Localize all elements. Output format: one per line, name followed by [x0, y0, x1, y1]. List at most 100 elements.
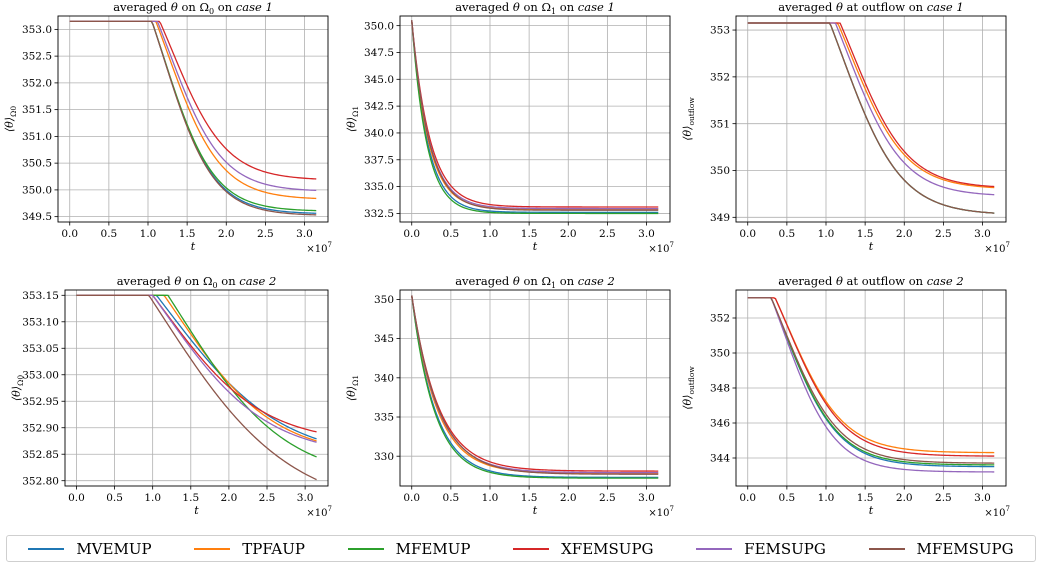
- series-line-femsupg: [747, 22, 995, 196]
- x-tick-label: 1.5: [857, 228, 874, 240]
- legend-item-tpfaup: TPFAUP: [194, 540, 305, 558]
- chart-title: averaged θ on Ω0 on case 1: [113, 0, 273, 16]
- series-line-mvemup: [411, 295, 659, 479]
- x-tick-label: 3.0: [296, 228, 313, 240]
- chart-panel-4: 0.0 0.5 1.0 1.5 2.0 2.5 3.0 352.80 352.85 352.90 3…: [10, 274, 332, 519]
- y-tick-label: 351.5: [22, 104, 52, 116]
- x-tick-label: 0.0: [403, 228, 420, 240]
- series-line-xfemsupg: [747, 22, 995, 188]
- y-axis-label: ⟨θ⟩Ω1: [345, 375, 360, 401]
- x-tick-label: 2.5: [935, 492, 952, 504]
- series-group: [747, 297, 995, 473]
- x-tick-label: 2.0: [560, 492, 577, 504]
- y-tick-label: 350: [374, 294, 394, 306]
- legend-item-mfemsupg: MFEMSUPG: [868, 540, 1014, 558]
- y-tick-label: 353.05: [22, 343, 59, 355]
- series-group: [747, 22, 995, 214]
- x-tick-label: 1.0: [818, 228, 835, 240]
- x-axis-label: t: [533, 240, 538, 253]
- y-tick-label: 348: [710, 383, 730, 395]
- y-tick-label: 352.0: [22, 77, 52, 89]
- legend: MVEMUP TPFAUP MFEMUP XFEMSUPG FEMSUPG MF…: [6, 535, 1036, 562]
- series-group: [69, 20, 317, 216]
- series-line-mfemup: [747, 22, 995, 214]
- chart-panel-3: 0.0 0.5 1.0 1.5 2.0 2.5 3.0 349 350 351 352 353 aver…: [681, 0, 1010, 255]
- x-tick-label: 0.5: [779, 228, 796, 240]
- legend-swatch-femsupg: [696, 547, 733, 550]
- series-group: [411, 20, 659, 215]
- x-tick-label: 1.5: [182, 492, 199, 504]
- x-axis-multiplier: ×107: [648, 241, 674, 255]
- legend-label-femsupg: FEMSUPG: [744, 539, 826, 558]
- y-tick-label: 349.5: [22, 211, 52, 223]
- legend-swatch-mfemsupg: [868, 547, 905, 550]
- x-tick-label: 3.0: [974, 492, 991, 504]
- series-line-mfemsupg: [747, 22, 995, 214]
- y-tick-label: 332.5: [364, 208, 394, 220]
- y-tick-label: 353.10: [22, 316, 59, 328]
- y-tick-label: 345: [374, 333, 394, 345]
- y-tick-label: 353: [710, 25, 730, 37]
- y-tick-label: 352: [710, 313, 730, 325]
- x-axis-label: t: [533, 504, 538, 517]
- series-line-mfemsupg: [69, 20, 317, 216]
- x-tick-label: 2.5: [259, 492, 276, 504]
- legend-label-mfemup: MFEMUP: [395, 539, 471, 558]
- series-line-mvemup: [411, 20, 659, 213]
- legend-label-tpfaup: TPFAUP: [242, 539, 305, 558]
- series-line-mfemup: [69, 20, 317, 212]
- y-axis-label: ⟨θ⟩outflow: [681, 97, 696, 141]
- series-line-mvemup: [747, 22, 995, 214]
- x-tick-label: 2.0: [218, 228, 235, 240]
- y-tick-label: 337.5: [364, 154, 394, 166]
- y-tick-label: 350.0: [22, 184, 52, 196]
- axes-frame: [399, 15, 671, 223]
- y-tick-label: 347.5: [364, 47, 394, 59]
- legend-label-mvemup: MVEMUP: [76, 539, 152, 558]
- y-tick-label: 350.0: [364, 20, 394, 32]
- y-tick-label: 344: [710, 453, 730, 465]
- x-axis-multiplier: ×107: [984, 241, 1010, 255]
- series-line-femsupg: [411, 295, 659, 474]
- series-line-mfemsupg: [411, 20, 659, 211]
- x-tick-label: 1.0: [482, 228, 499, 240]
- series-line-xfemsupg: [76, 294, 317, 433]
- y-tick-label: 352.80: [22, 475, 59, 487]
- x-axis-multiplier: ×107: [648, 505, 674, 519]
- series-line-xfemsupg: [69, 20, 317, 180]
- x-tick-label: 2.5: [599, 228, 616, 240]
- series-line-mfemsupg: [76, 294, 317, 481]
- chart-title: averaged θ at outflow on case 1: [778, 0, 963, 14]
- chart-title: averaged θ on Ω1 on case 2: [455, 274, 615, 290]
- y-tick-label: 350: [710, 348, 730, 360]
- y-tick-label: 350.5: [22, 158, 52, 170]
- series-line-tpfaup: [747, 22, 995, 189]
- legend-item-xfemsupg: XFEMSUPG: [513, 540, 654, 558]
- y-axis-label: ⟨θ⟩Ω1: [345, 106, 360, 132]
- x-tick-label: 0.5: [443, 492, 460, 504]
- series-line-mfemup: [76, 294, 317, 458]
- x-axis-label: t: [869, 504, 874, 517]
- x-tick-label: 1.5: [521, 228, 538, 240]
- chart-panel-2: 0.0 0.5 1.0 1.5 2.0 2.5 3.0 332.5 335.0 337.5 340.…: [345, 0, 674, 255]
- x-tick-label: 0.0: [739, 492, 756, 504]
- x-tick-label: 2.0: [560, 228, 577, 240]
- axes-frame: [735, 15, 1007, 223]
- series-line-femsupg: [69, 20, 317, 192]
- y-tick-label: 330: [374, 451, 394, 463]
- series-line-tpfaup: [411, 295, 659, 475]
- chart-panel-6: 0.0 0.5 1.0 1.5 2.0 2.5 3.0 344 346 348 350 352 aver…: [681, 274, 1010, 519]
- x-tick-label: 0.5: [779, 492, 796, 504]
- y-tick-label: 353.15: [22, 290, 59, 302]
- x-tick-label: 2.0: [221, 492, 238, 504]
- x-tick-label: 0.5: [101, 228, 118, 240]
- series-line-mfemup: [411, 20, 659, 215]
- series-line-xfemsupg: [411, 20, 659, 208]
- chart-panel-5: 0.0 0.5 1.0 1.5 2.0 2.5 3.0 330 335 340 345 350 aver…: [345, 274, 674, 519]
- x-axis-label: t: [869, 240, 874, 253]
- x-tick-label: 0.5: [106, 492, 123, 504]
- series-line-tpfaup: [411, 20, 659, 210]
- y-tick-label: 340: [374, 372, 394, 384]
- legend-item-mfemup: MFEMUP: [347, 539, 471, 558]
- y-tick-label: 350: [710, 165, 730, 177]
